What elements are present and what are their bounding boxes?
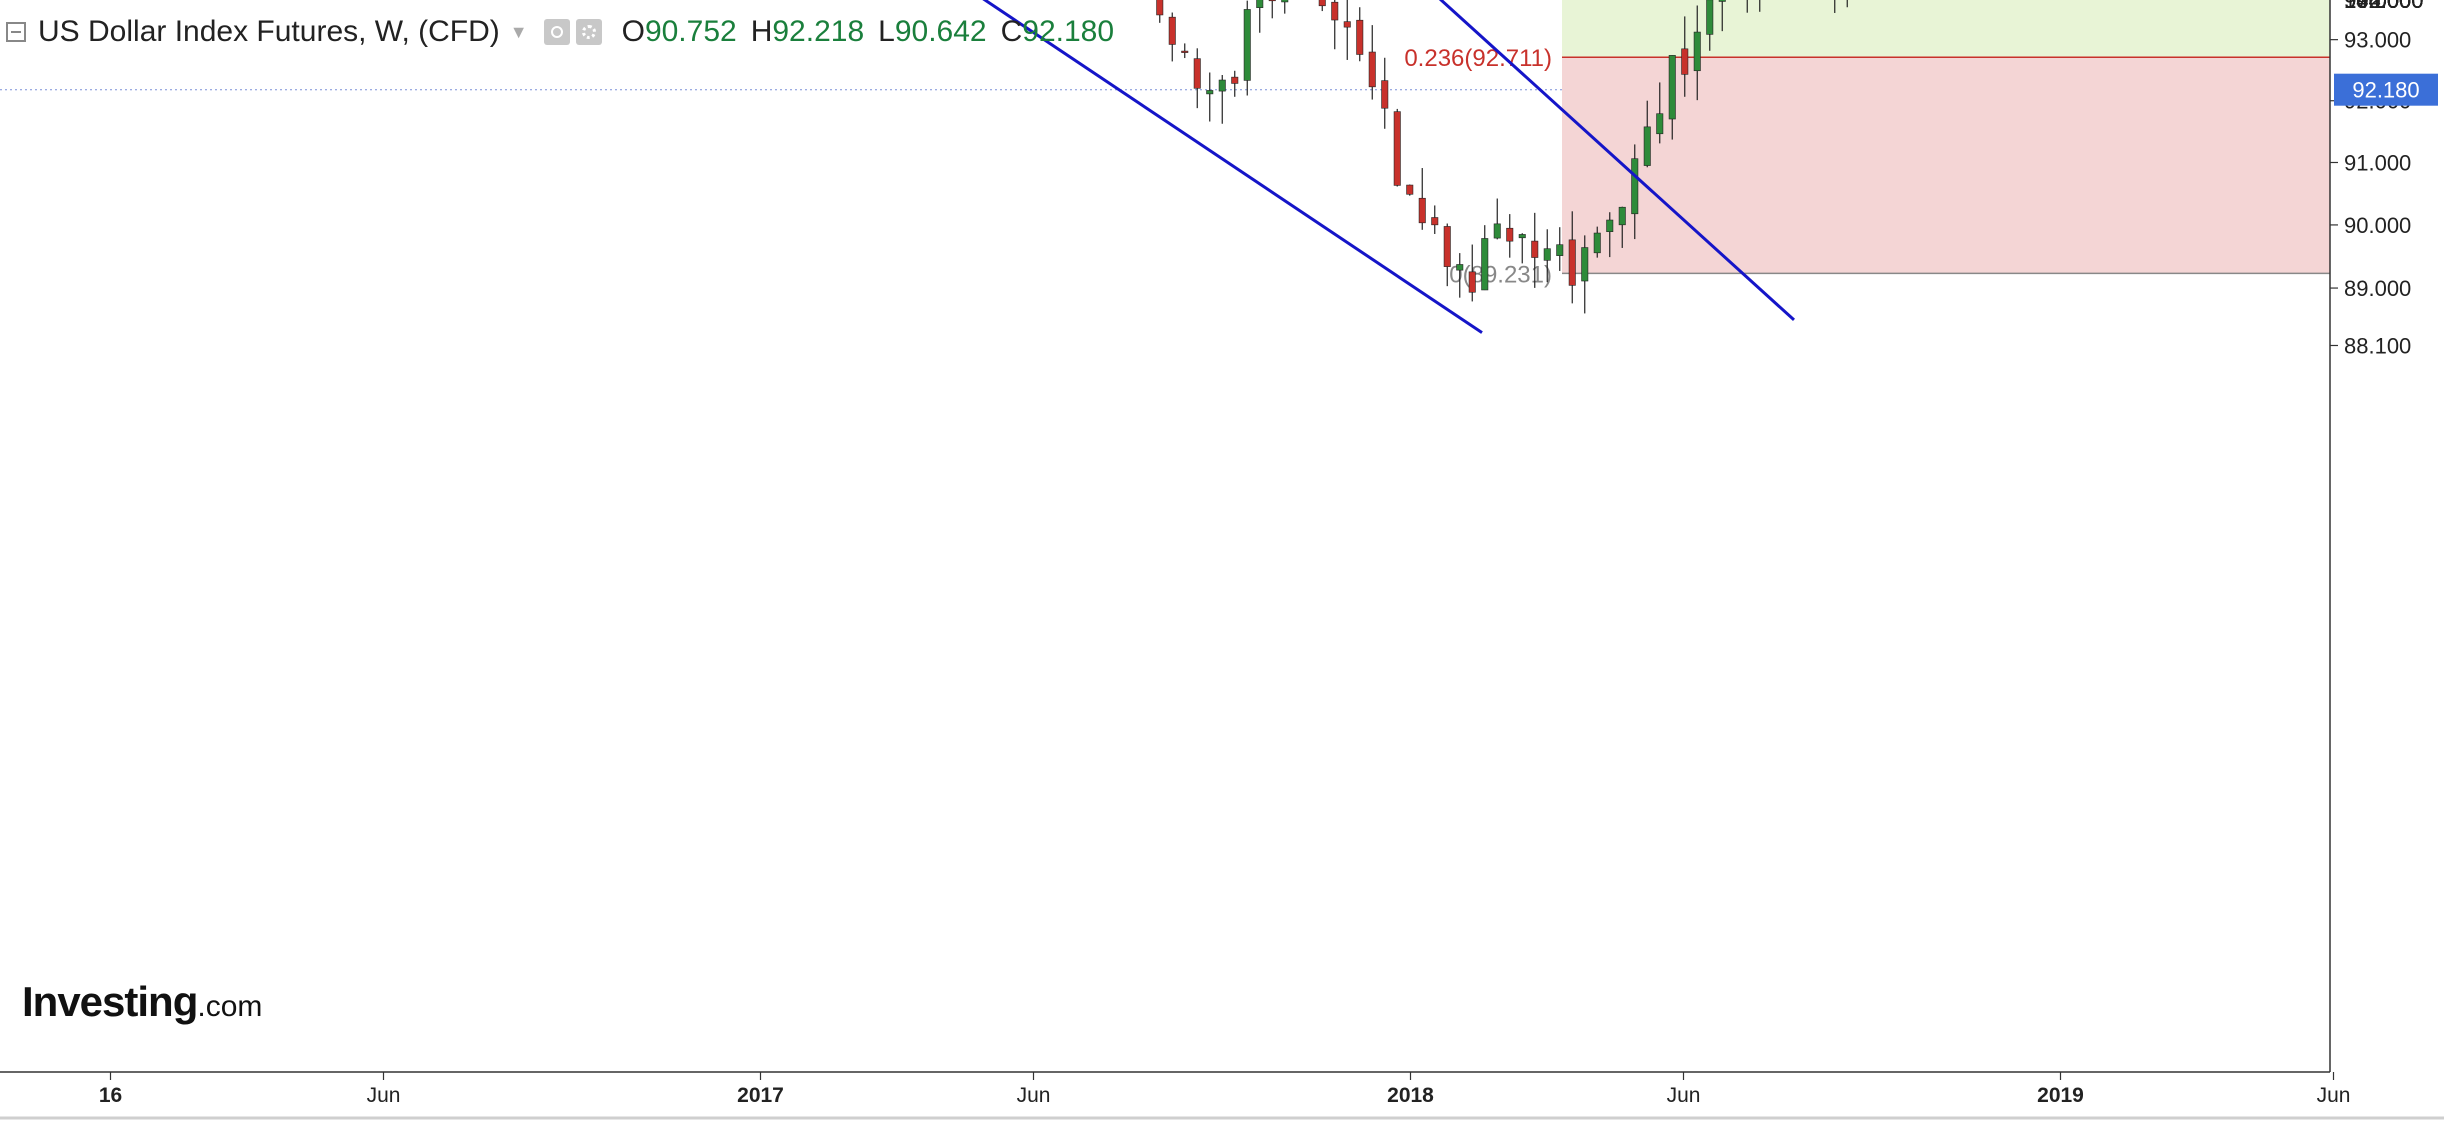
gear-icon[interactable]: [575, 19, 602, 45]
candle-body[interactable]: [1431, 217, 1439, 226]
candle-body[interactable]: [1418, 197, 1426, 224]
logo-suffix: .com: [197, 990, 263, 1023]
candle-body[interactable]: [1268, 0, 1276, 2]
price-tick-label: 96.000: [2344, 0, 2411, 13]
price-tick-label: 106.000: [2344, 0, 2424, 13]
price-axis-bg: [2330, 0, 2444, 1124]
candle-body[interactable]: [1218, 79, 1226, 92]
price-tick-label: 89.000: [2344, 276, 2411, 301]
open-value: 90.752: [644, 15, 737, 48]
fib-level-label: 0.236(92.711): [1404, 45, 1552, 72]
last-price-tag: [2334, 73, 2438, 106]
last-price-label: 92.180: [2352, 78, 2419, 103]
time-tick-label: Jun: [1667, 1084, 1701, 1107]
chart-title: US Dollar Index Futures, W, (CFD): [38, 15, 500, 48]
chart-header: US Dollar Index Futures, W, (CFD) ▼ O 90.…: [0, 10, 1114, 54]
price-tick-label: 94.000: [2344, 0, 2411, 13]
candle-body[interactable]: [1643, 126, 1651, 166]
candle-body[interactable]: [1231, 76, 1239, 84]
price-tick-label: 90.000: [2344, 213, 2411, 238]
fib-zone: [1562, 57, 2330, 274]
price-tick-label: 99.000: [2344, 0, 2411, 13]
candle-body[interactable]: [1693, 31, 1701, 72]
time-axis-bg: [0, 1072, 2330, 1124]
candle-body[interactable]: [1468, 271, 1476, 293]
candle-body[interactable]: [1156, 0, 1164, 16]
candle-body[interactable]: [1168, 16, 1176, 45]
candle-body[interactable]: [1256, 0, 1264, 8]
eye-icon[interactable]: [543, 19, 570, 45]
candle-body[interactable]: [1456, 264, 1464, 271]
candle-body[interactable]: [1568, 239, 1576, 286]
candle-body[interactable]: [1593, 232, 1601, 254]
price-tick-label: 95.000: [2344, 0, 2411, 13]
candle-body[interactable]: [1618, 206, 1626, 226]
candle-body[interactable]: [1181, 50, 1189, 53]
candle-body[interactable]: [1193, 58, 1201, 89]
candle-body[interactable]: [1356, 19, 1364, 55]
time-tick-label: Jun: [367, 1084, 401, 1107]
candle-body[interactable]: [1631, 158, 1639, 215]
time-tick-label: Jun: [2317, 1084, 2351, 1107]
price-tick-label: 97.000: [2344, 0, 2411, 13]
candle-body[interactable]: [1406, 184, 1414, 195]
candle-body[interactable]: [1281, 0, 1289, 3]
price-tick-label: 88.100: [2344, 333, 2411, 358]
candle-body[interactable]: [1718, 0, 1726, 2]
chevron-down-icon[interactable]: ▼: [509, 21, 528, 42]
price-tick-label: 100.000: [2344, 0, 2424, 13]
candle-body[interactable]: [1443, 226, 1451, 267]
candle-body[interactable]: [1393, 111, 1401, 186]
close-key: C: [1000, 15, 1023, 48]
time-tick-label: Jun: [1017, 1084, 1051, 1107]
candle-body[interactable]: [1381, 80, 1389, 109]
price-tick-label: 102.000: [2344, 0, 2424, 13]
low-value: 90.642: [894, 15, 987, 48]
candle-body[interactable]: [1368, 51, 1376, 88]
open-key: O: [621, 15, 645, 48]
candle-body[interactable]: [1681, 48, 1689, 75]
collapse-icon[interactable]: [6, 22, 26, 42]
price-tick-label: 93.000: [2344, 28, 2411, 53]
candle-body[interactable]: [1318, 0, 1326, 7]
candle-body[interactable]: [1656, 113, 1664, 135]
logo-main: Investing: [22, 978, 198, 1025]
candle-body[interactable]: [1556, 244, 1564, 256]
time-tick-label: 2017: [737, 1084, 784, 1107]
candle-body[interactable]: [1606, 219, 1614, 232]
trendline[interactable]: [449, 0, 1483, 334]
high-value: 92.218: [772, 15, 865, 48]
candle-body[interactable]: [1668, 55, 1676, 120]
candle-body[interactable]: [1518, 234, 1526, 239]
candle-body[interactable]: [1581, 247, 1589, 282]
investing-logo: Investing.com: [22, 978, 262, 1026]
time-tick-label: 16: [99, 1084, 122, 1107]
candle-body[interactable]: [1481, 238, 1489, 291]
time-tick-label: 2018: [1387, 1084, 1434, 1107]
candle-body[interactable]: [1243, 9, 1251, 81]
low-key: L: [878, 15, 895, 48]
high-key: H: [750, 15, 773, 48]
trendline[interactable]: [806, 0, 1796, 322]
candle-body[interactable]: [1331, 1, 1339, 21]
candle-body[interactable]: [1531, 240, 1539, 258]
fib-zone: [1562, 0, 2330, 58]
fib-level-label: 0(89.231): [1449, 261, 1552, 288]
close-value: 92.180: [1022, 15, 1115, 48]
candle-body[interactable]: [1206, 90, 1214, 95]
candle-body[interactable]: [1543, 248, 1551, 261]
candle-body[interactable]: [1706, 0, 1714, 35]
candle-body[interactable]: [1343, 21, 1351, 28]
candle-body[interactable]: [1493, 223, 1501, 239]
price-tick-label: 104.000: [2344, 0, 2424, 13]
price-tick-label: 91.000: [2344, 150, 2411, 175]
time-tick-label: 2019: [2037, 1084, 2084, 1107]
candle-body[interactable]: [1506, 227, 1514, 242]
